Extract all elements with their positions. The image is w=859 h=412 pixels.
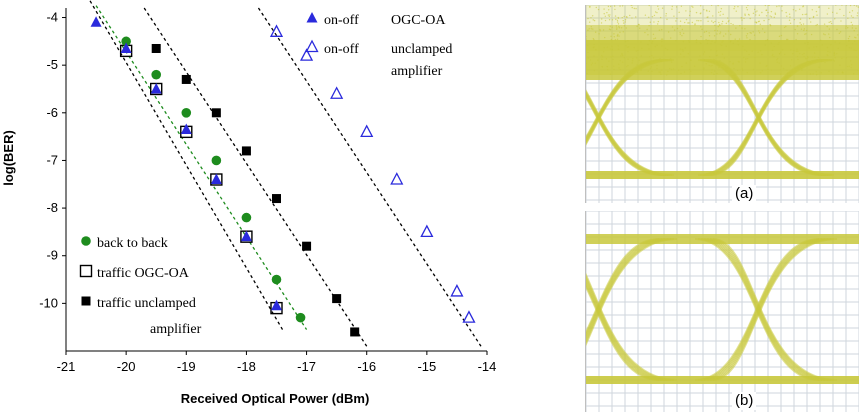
legend-label-on-off-ogc-oa: on-off — [324, 13, 359, 28]
point-back-to-back — [181, 108, 192, 118]
point-on-off-unclamped-amplifier — [269, 24, 284, 37]
fit-line-3 — [143, 7, 368, 347]
x-tick-label: -21 — [57, 359, 76, 374]
point-on-off-unclamped-amplifier — [462, 310, 476, 323]
eye-diagram-panel-a: (a) — [585, 5, 859, 203]
x-tick-label: -18 — [237, 359, 256, 374]
y-tick-label: -8 — [46, 200, 58, 215]
legend-marker-traffic-unclamped — [81, 296, 91, 306]
eye-grid — [586, 211, 859, 412]
point-traffic-unclamped-amplifier — [302, 241, 312, 251]
point-on-off-ogc-oa — [180, 123, 192, 134]
series-on-off-ogc-oa — [90, 16, 282, 311]
panel-label-b: (b) — [732, 392, 757, 410]
axis-ticks: -21 -20 -19 -18 -17 -16 -15 -14 -4 -5 -6 -7 -8 -9 -10 — [39, 10, 496, 374]
point-on-off-ogc-oa — [90, 16, 102, 27]
point-traffic-unclamped-amplifier — [272, 194, 281, 204]
legend-marker-traffic-ogc-oa — [79, 264, 93, 278]
point-back-to-back — [271, 274, 282, 285]
eye-diagram-b — [586, 211, 859, 412]
point-on-off-unclamped-amplifier — [360, 124, 374, 138]
eye-diagram-panel-b: (b) — [585, 211, 859, 412]
fit-line-1 — [95, 5, 308, 330]
fit-lines — [89, 0, 482, 347]
legend-label-back-to-back: back to back — [97, 236, 168, 251]
legend-bottom-left: back to back traffic OGC-OA traffic unclam… — [79, 236, 202, 337]
point-traffic-unclamped-amplifier — [350, 327, 360, 337]
eye-traces — [586, 234, 859, 384]
x-tick-label: -16 — [357, 359, 376, 374]
y-tick-label: -10 — [39, 295, 58, 310]
y-tick-label: -9 — [46, 248, 58, 263]
y-tick-label: -4 — [46, 10, 58, 25]
eye-traces — [586, 5, 859, 179]
legend-label-on-off-unclamped-3: amplifier — [391, 64, 443, 79]
point-on-off-unclamped-amplifier — [299, 48, 314, 61]
x-tick-label: -17 — [297, 359, 316, 374]
point-back-to-back — [295, 312, 306, 323]
legend-label-traffic-unclamped: traffic unclamped — [97, 296, 196, 311]
point-on-off-ogc-oa — [150, 82, 162, 94]
legend-label-on-off-unclamped-2: unclamped — [391, 42, 452, 57]
point-back-to-back — [121, 36, 131, 47]
point-traffic-unclamped-amplifier — [181, 74, 191, 84]
point-back-to-back — [241, 212, 252, 223]
point-on-off-ogc-oa — [120, 42, 132, 53]
point-back-to-back — [211, 155, 222, 166]
legend-label-on-off-unclamped: on-off — [324, 42, 359, 57]
x-axis-title: Received Optical Power (dBm) — [181, 391, 370, 406]
x-tick-label: -14 — [478, 359, 497, 374]
legend-marker-back-to-back — [81, 236, 91, 246]
x-tick-label: -19 — [177, 359, 196, 374]
y-tick-label: -5 — [46, 57, 58, 72]
panel-label-a: (a) — [732, 185, 757, 203]
x-tick-label: -15 — [417, 359, 436, 374]
point-on-off-ogc-oa — [210, 173, 222, 184]
y-tick-label: -6 — [46, 105, 58, 120]
point-back-to-back — [151, 69, 162, 80]
data-points — [90, 16, 476, 337]
point-traffic-unclamped-amplifier — [332, 294, 342, 304]
point-on-off-unclamped-amplifier — [420, 224, 434, 238]
point-on-off-unclamped-amplifier — [390, 172, 404, 185]
ber-chart: -21 -20 -19 -18 -17 -16 -15 -14-4-5-6-7-8-9-10 … — [1, 0, 496, 406]
point-traffic-unclamped-amplifier — [151, 43, 161, 53]
y-tick-label: -7 — [46, 152, 58, 167]
point-traffic-unclamped-amplifier — [241, 146, 251, 156]
legend-top-right: on-off OGC-OA on-off unclamped amplifier — [305, 12, 452, 79]
legend-label-traffic-unclamped-2: amplifier — [150, 322, 202, 337]
point-traffic-unclamped-amplifier — [211, 108, 221, 118]
y-axis-title: log(BER) — [1, 130, 16, 186]
series-traffic-unclamped-amplifier — [151, 43, 360, 337]
eye-diagram-a — [586, 5, 859, 203]
point-on-off-unclamped-amplifier — [450, 284, 464, 297]
point-on-off-ogc-oa — [240, 230, 252, 242]
legend-label-traffic-ogc-oa: traffic OGC-OA — [97, 266, 190, 281]
fit-line-4 — [257, 7, 482, 347]
series-on-off-unclamped-amplifier — [269, 24, 476, 323]
x-tick-label: -20 — [117, 359, 136, 374]
point-on-off-ogc-oa — [271, 299, 282, 311]
point-on-off-unclamped-amplifier — [330, 86, 344, 99]
legend-marker-on-off-ogc-oa — [306, 12, 318, 23]
series-back-to-back — [121, 36, 306, 323]
legend-marker-on-off-unclamped — [305, 39, 319, 53]
legend-label-on-off-ogc-oa-2: OGC-OA — [391, 13, 446, 28]
